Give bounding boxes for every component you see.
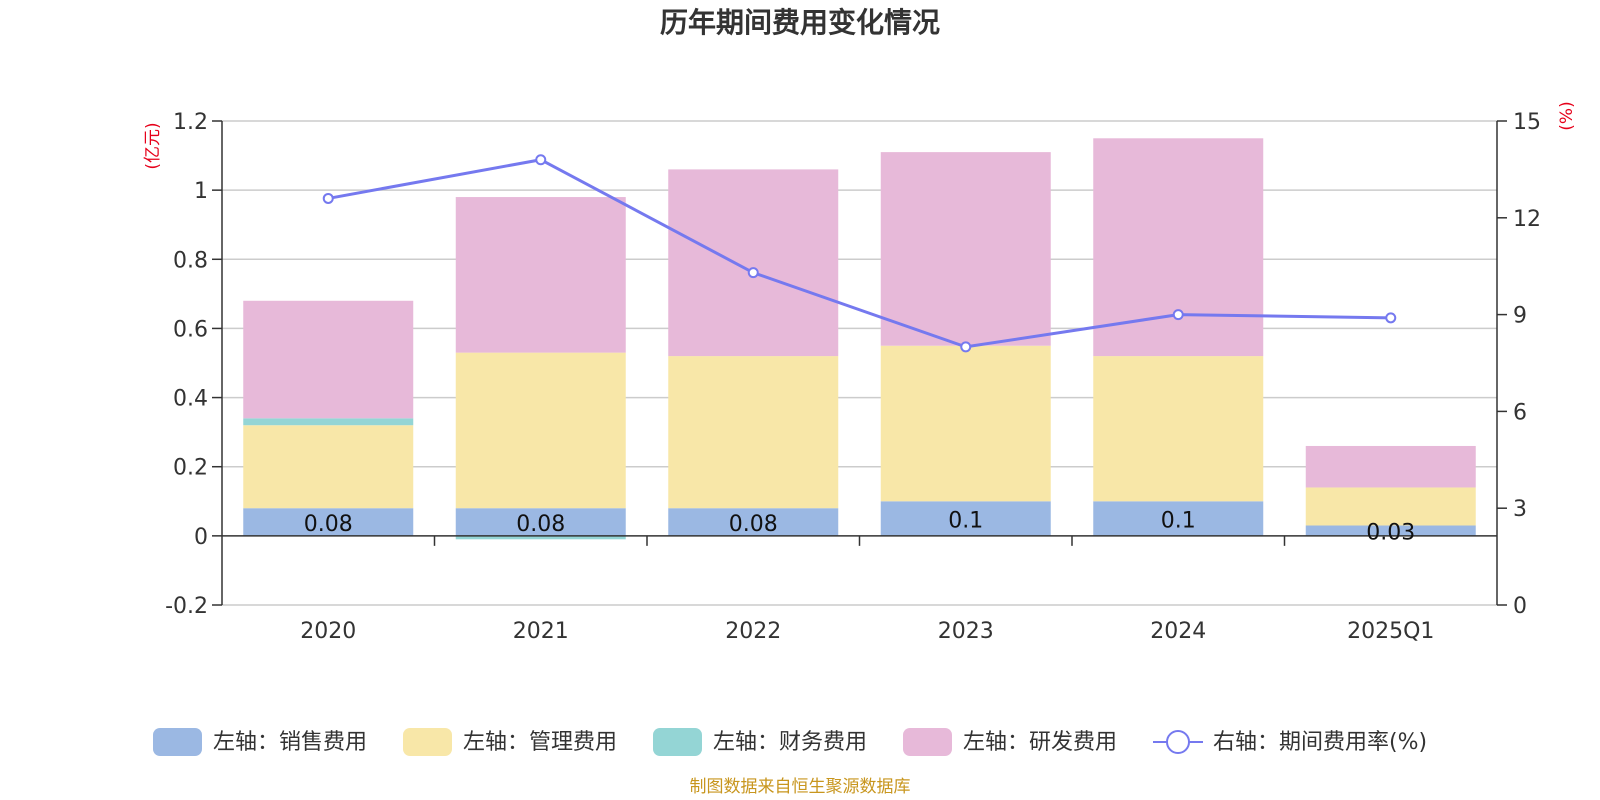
- bar-segment: [668, 356, 839, 509]
- bar-segment: [243, 418, 414, 426]
- rate-point: [322, 192, 334, 204]
- bar-data-label: 0.1: [948, 509, 983, 534]
- left-axis-tick-label: 0.8: [173, 248, 208, 273]
- x-axis-tick-label: 2021: [513, 619, 569, 644]
- legend-label: 左轴：财务费用: [713, 730, 867, 755]
- axes: -0.2 0 0.2 0.4 0.6 0.8 1 1.2 0 3 6 9 12 15 2020 2021 202…: [165, 110, 1541, 644]
- x-axis-tick-label: 2024: [1150, 619, 1206, 644]
- left-axis-unit: (亿元): [143, 122, 163, 169]
- right-axis-unit: (%): [1557, 101, 1577, 130]
- legend: 左轴：销售费用 左轴：管理费用 左轴：财务费用 左轴：研发费用 右轴：期间费用率(%): [153, 728, 1427, 756]
- left-axis-tick-label: 0.6: [173, 317, 208, 342]
- bar-segment: [668, 169, 839, 357]
- bar-segment: [455, 508, 626, 536]
- line-series: [322, 154, 1397, 353]
- bar-data-label: 0.03: [1366, 521, 1415, 546]
- legend-swatch: [153, 728, 202, 756]
- legend-circle-marker: [1166, 730, 1190, 754]
- legend-label: 左轴：管理费用: [463, 730, 617, 755]
- rate-point: [1172, 309, 1184, 321]
- bar-segment: [455, 197, 626, 353]
- bar-segment: [1305, 445, 1476, 488]
- x-axis-tick-label: 2020: [300, 619, 356, 644]
- rate-point: [535, 154, 547, 166]
- right-axis-tick-label: 0: [1513, 594, 1527, 619]
- bar-data-label: 0.08: [304, 512, 353, 537]
- right-axis-tick-label: 12: [1513, 207, 1541, 232]
- bar-segment: [880, 152, 1051, 346]
- left-axis-tick-label: 0.2: [173, 456, 208, 481]
- legend-label: 右轴：期间费用率(%): [1213, 730, 1427, 755]
- grid-lines: [222, 120, 1497, 606]
- bar-segment: [668, 508, 839, 536]
- bar-segment: [243, 300, 414, 419]
- right-axis-tick-label: 3: [1513, 497, 1527, 522]
- bar-segment: [1093, 501, 1264, 536]
- source-note: 制图数据来自恒生聚源数据库: [690, 777, 911, 797]
- bar-series: [243, 138, 1476, 540]
- bar-segment: [455, 352, 626, 509]
- x-axis-tick-label: 2025Q1: [1347, 619, 1434, 644]
- bar-segment: [1305, 525, 1476, 536]
- right-axis-tick-label: 15: [1513, 110, 1541, 135]
- x-axis-tick-label: 2022: [725, 619, 781, 644]
- bar-segment: [1093, 356, 1264, 502]
- legend-swatch: [903, 728, 952, 756]
- bar-data-label: 0.08: [729, 512, 778, 537]
- chart-title: 历年期间费用变化情况: [660, 6, 940, 39]
- rate-line: [327, 158, 1391, 349]
- left-axis-tick-label: 1: [194, 179, 208, 204]
- bar-data-label: 0.1: [1161, 509, 1196, 534]
- x-axis-tick-label: 2023: [938, 619, 994, 644]
- left-axis-tick-label: 0.4: [173, 387, 208, 412]
- bar-segment: [1305, 487, 1476, 526]
- left-axis-tick-label: 1.2: [173, 110, 208, 135]
- left-axis-tick-label: -0.2: [165, 594, 208, 619]
- data-labels: 0.08 0.08 0.08 0.1 0.1 0.03: [304, 509, 1415, 546]
- legend-label: 左轴：销售费用: [213, 730, 367, 755]
- rate-point: [1385, 312, 1397, 324]
- legend-swatch: [403, 728, 452, 756]
- right-axis-tick-label: 9: [1513, 304, 1527, 329]
- legend-swatch: [653, 728, 702, 756]
- bar-data-label: 0.08: [516, 512, 565, 537]
- right-axis-tick-label: 6: [1513, 400, 1527, 425]
- bar-segment: [243, 425, 414, 509]
- rate-point: [747, 267, 759, 279]
- bar-segment: [880, 345, 1051, 502]
- left-axis-tick-label: 0: [194, 525, 208, 550]
- legend-label: 左轴：研发费用: [963, 730, 1117, 755]
- bar-segment: [880, 501, 1051, 536]
- rate-point: [960, 341, 972, 353]
- bar-segment: [455, 535, 626, 540]
- bar-segment: [243, 508, 414, 536]
